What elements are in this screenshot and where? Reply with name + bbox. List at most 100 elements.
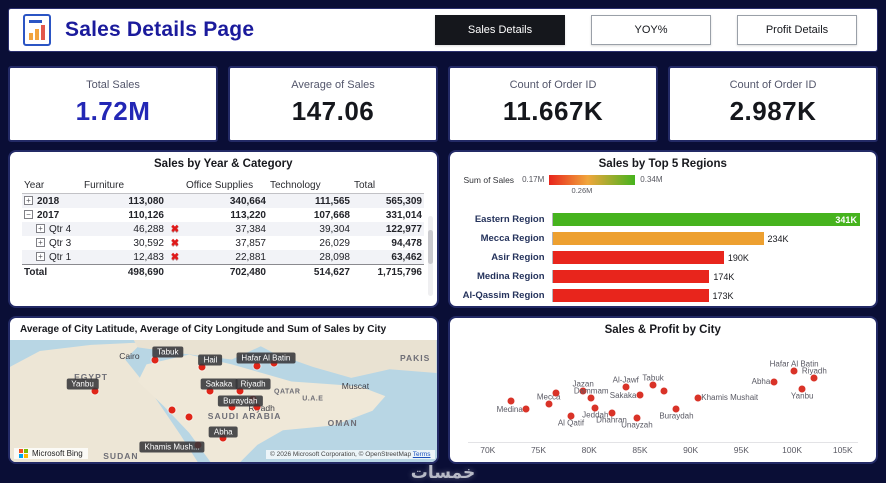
- scatter-point-dhahran[interactable]: Dhahran: [596, 409, 627, 424]
- matrix-body: +2018 113,080 340,664 111,565 565,309 −2017 11…: [22, 193, 424, 279]
- cell-technology: 28,098: [319, 251, 350, 263]
- scatter-dot: [552, 389, 560, 397]
- bottom-row: Average of City Latitude, Average of Cit…: [8, 316, 878, 464]
- expand-toggle-icon[interactable]: +: [36, 251, 45, 261]
- map-dot[interactable]: [236, 387, 244, 395]
- expand-toggle-icon[interactable]: +: [36, 237, 45, 247]
- bar-al-qassim-region[interactable]: [552, 289, 709, 302]
- bar-chart-plot: Eastern Region 341K Mecca Region 234K Asir R…: [460, 210, 860, 305]
- scatter-point-al-jawf[interactable]: Al-Jawf: [613, 376, 639, 391]
- legend-mid-value: 0.26M: [571, 186, 593, 195]
- scatter-point-jazan[interactable]: Jazan: [572, 379, 594, 395]
- legend-min-value: 0.17M: [522, 175, 545, 184]
- matrix-row-qtr-3[interactable]: + Qtr 3 30,592 ✖ 37,857 26,029 94,478: [22, 236, 424, 250]
- map-dot[interactable]: [151, 356, 159, 364]
- scatter-point[interactable]: [507, 397, 515, 405]
- nav-buttons: Sales Details YOY% Profit Details: [435, 15, 857, 45]
- kpi-card-average-of-sales-1: Average of Sales 147.06: [228, 66, 438, 142]
- matrix-row-2018[interactable]: +2018 113,080 340,664 111,565 565,309: [22, 193, 424, 208]
- map-dot[interactable]: [91, 387, 99, 395]
- map-dot[interactable]: [198, 363, 206, 371]
- scatter-point-yanbu[interactable]: Yanbu: [791, 385, 813, 400]
- scatter-point-abha[interactable]: Abha: [752, 377, 778, 386]
- nav-button-profit-details[interactable]: Profit Details: [737, 15, 857, 45]
- map-dot[interactable]: [253, 403, 261, 411]
- x-tick-90k: 90K: [683, 445, 699, 455]
- bar-value-label: 190K: [727, 252, 749, 263]
- map-chip-hail[interactable]: Hail: [198, 354, 223, 366]
- nav-button-yoy[interactable]: YOY%: [591, 15, 711, 45]
- map-dot[interactable]: [206, 387, 214, 395]
- scatter-point-label: Sakaka: [609, 390, 637, 400]
- scatter-dot: [522, 405, 530, 413]
- map-label-cairo: Cairo: [119, 350, 140, 361]
- matrix-row-qtr-1[interactable]: + Qtr 1 12,483 ✖ 22,881 28,098 63,462: [22, 250, 424, 265]
- kpi-label: Average of Sales: [291, 79, 375, 91]
- scatter-dot: [649, 381, 657, 389]
- map-chip-yanbu[interactable]: Yanbu: [66, 378, 99, 390]
- map-chip-riyadh[interactable]: Riyadh: [235, 378, 271, 390]
- scatter-point-riyadh[interactable]: Riyadh: [802, 367, 827, 382]
- expand-toggle-icon[interactable]: −: [24, 209, 33, 219]
- scatter-point[interactable]: [660, 387, 668, 395]
- bar-category-label: Eastern Region: [474, 214, 545, 225]
- scatter-point-mecca[interactable]: Mecca: [537, 392, 560, 408]
- bar-asir-region[interactable]: [552, 251, 724, 264]
- map-dot[interactable]: [228, 403, 236, 411]
- middle-row: Sales by Year & Category Year Furniture Of…: [8, 150, 878, 308]
- map-chip-hafar-al-batin[interactable]: Hafar Al Batin: [236, 352, 296, 364]
- x-tick-75k: 75K: [530, 445, 547, 455]
- map-chip-abha[interactable]: Abha: [208, 426, 238, 437]
- scatter-point[interactable]: [552, 389, 560, 397]
- terms-link[interactable]: Terms: [412, 451, 431, 458]
- scatter-point-jeddah[interactable]: Jeddah: [582, 404, 608, 419]
- bar-eastern-region[interactable]: [552, 213, 860, 226]
- map-label-riyadh: Riyadh: [248, 403, 275, 414]
- map-dot[interactable]: [253, 362, 261, 370]
- map-chip-khamis-mush[interactable]: Khamis Mush...: [139, 441, 205, 453]
- bar-mecca-region[interactable]: [552, 232, 764, 245]
- cell-total: 63,462: [391, 251, 422, 263]
- nav-button-sales-details[interactable]: Sales Details: [435, 15, 565, 45]
- scatter-point-dammam[interactable]: Dammam: [574, 386, 609, 402]
- kpi-row: Total Sales 1.72M Average of Sales 147.06 Co…: [8, 66, 878, 142]
- scatter-point-al-qatif[interactable]: Al Qatif: [558, 412, 584, 427]
- scrollbar-thumb[interactable]: [427, 230, 433, 264]
- scatter-point-hafar-al-batin[interactable]: Hafar Al Batin: [770, 359, 819, 375]
- matrix-row-2017[interactable]: −2017 110,126 113,220 107,668 331,014: [22, 208, 424, 222]
- map-dot[interactable]: [168, 406, 176, 414]
- page-title: Sales Details Page: [65, 18, 255, 41]
- logo-bar-icon: [41, 25, 45, 40]
- scatter-point-tabuk[interactable]: Tabuk: [642, 373, 664, 389]
- x-tick-105k: 105K: [832, 445, 853, 455]
- matrix-col-furniture: Furniture: [82, 178, 166, 194]
- scatter-point-label: Medina: [496, 404, 523, 414]
- map-chip-sakaka[interactable]: Sakaka: [200, 378, 238, 390]
- map-chip-buraydah[interactable]: Buraydah: [218, 395, 263, 407]
- red-x-icon: ✖: [170, 223, 180, 235]
- scatter-point-buraydah[interactable]: Buraydah: [659, 405, 694, 421]
- scatter-point-label: Jeddah: [582, 410, 609, 420]
- scatter-point-khamis-mushait[interactable]: Khamis Mushait: [694, 393, 758, 402]
- expand-toggle-icon[interactable]: +: [24, 195, 33, 205]
- map-canvas[interactable]: Microsoft Bing © 2026 Microsoft Corporat…: [10, 340, 437, 462]
- scatter-point-sakaka[interactable]: Sakaka: [610, 391, 644, 400]
- matrix-col-year: Year: [22, 178, 82, 194]
- expand-toggle-icon[interactable]: +: [36, 223, 45, 233]
- scatter-point-unayzah[interactable]: Unayzah: [621, 414, 653, 429]
- cell-furniture: 113,080: [128, 195, 164, 207]
- map-label-oman: OMAN: [327, 417, 358, 428]
- map-chip-tabuk[interactable]: Tabuk: [152, 346, 184, 358]
- regions-bar-panel: Sales by Top 5 Regions Sum of Sales 0.17…: [447, 150, 878, 308]
- matrix-scrollbar[interactable]: [427, 216, 433, 296]
- matrix-row-qtr-4[interactable]: + Qtr 4 46,288 ✖ 37,384 39,304 122,977: [22, 222, 424, 236]
- row-label: 2017: [37, 209, 60, 221]
- scatter-point-label: Unayzah: [621, 420, 653, 430]
- scatter-point-medina[interactable]: Medina: [497, 405, 530, 414]
- map-dot[interactable]: [185, 413, 193, 421]
- x-tick-85k: 85K: [632, 445, 648, 455]
- map-dot[interactable]: [219, 434, 227, 442]
- bar-medina-region[interactable]: [552, 270, 710, 283]
- scatter-point-label: Al Qatif: [557, 418, 585, 428]
- sales-matrix-table: Year Furniture Office Supplies Technology To…: [22, 178, 424, 279]
